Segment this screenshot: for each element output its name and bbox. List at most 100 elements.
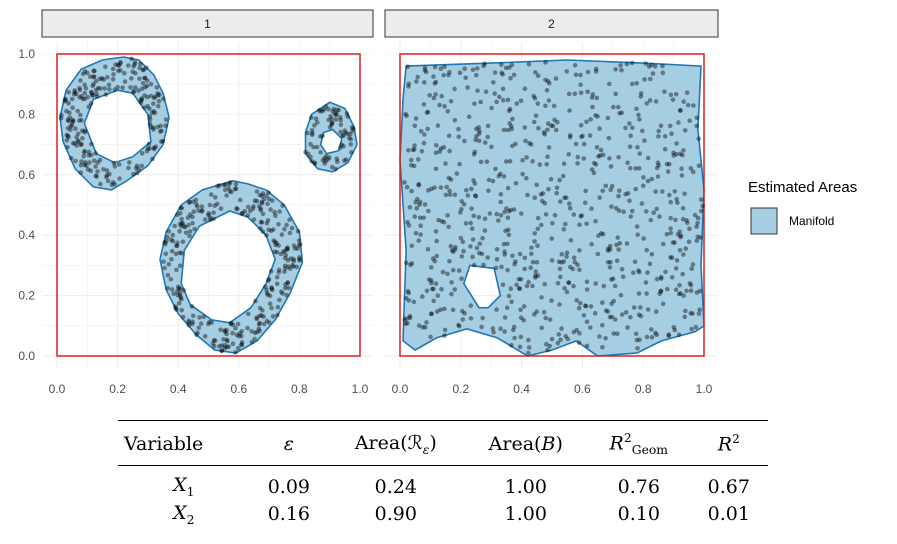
data-point bbox=[246, 311, 251, 317]
data-point bbox=[325, 157, 331, 162]
data-point bbox=[258, 226, 263, 231]
data-point bbox=[564, 195, 569, 200]
data-point bbox=[471, 152, 477, 157]
data-point bbox=[273, 242, 278, 248]
data-point bbox=[403, 321, 409, 327]
data-point bbox=[64, 138, 70, 143]
data-point bbox=[679, 173, 685, 178]
data-point bbox=[429, 278, 434, 283]
data-point bbox=[271, 227, 276, 232]
data-point bbox=[609, 183, 615, 189]
data-point bbox=[260, 191, 266, 196]
data-point bbox=[574, 327, 579, 333]
data-point bbox=[692, 212, 698, 218]
data-point bbox=[350, 128, 355, 134]
data-point bbox=[282, 255, 288, 261]
data-point bbox=[126, 165, 131, 171]
data-point bbox=[256, 326, 262, 332]
data-point bbox=[534, 260, 540, 265]
data-point bbox=[179, 205, 184, 211]
data-point bbox=[505, 127, 511, 133]
data-point bbox=[611, 104, 616, 110]
data-point bbox=[535, 273, 541, 279]
data-point bbox=[138, 61, 143, 67]
data-point bbox=[426, 208, 431, 214]
data-point bbox=[263, 284, 268, 290]
data-point bbox=[82, 129, 88, 135]
data-point bbox=[642, 138, 647, 143]
data-point bbox=[584, 287, 590, 292]
data-point bbox=[305, 130, 310, 136]
data-point bbox=[446, 175, 452, 181]
data-point bbox=[634, 106, 639, 112]
data-point bbox=[80, 71, 86, 77]
data-point bbox=[274, 274, 280, 280]
data-point bbox=[93, 173, 99, 178]
data-point bbox=[224, 344, 230, 350]
data-point bbox=[315, 120, 320, 125]
data-point bbox=[683, 308, 688, 314]
data-point bbox=[191, 209, 197, 214]
data-point bbox=[417, 202, 422, 207]
data-point bbox=[77, 95, 82, 100]
data-point bbox=[159, 139, 164, 144]
data-point bbox=[578, 90, 584, 96]
data-point bbox=[283, 253, 289, 258]
data-point bbox=[409, 162, 414, 168]
data-point bbox=[269, 285, 274, 291]
data-point bbox=[657, 214, 662, 219]
data-point bbox=[139, 97, 145, 102]
data-point bbox=[72, 141, 78, 146]
data-point bbox=[643, 209, 649, 214]
data-point bbox=[207, 319, 212, 325]
data-point bbox=[160, 96, 166, 102]
data-point bbox=[281, 249, 286, 254]
data-point bbox=[605, 248, 611, 253]
data-point bbox=[607, 314, 613, 320]
data-point bbox=[621, 209, 626, 214]
data-point bbox=[217, 183, 222, 188]
data-point bbox=[178, 295, 184, 301]
data-point bbox=[543, 77, 548, 83]
data-point bbox=[425, 126, 431, 132]
data-point bbox=[634, 81, 639, 86]
data-point bbox=[290, 263, 295, 268]
data-point bbox=[250, 206, 256, 212]
data-point bbox=[187, 233, 192, 239]
data-point bbox=[416, 238, 422, 243]
data-point bbox=[212, 203, 217, 208]
data-point bbox=[584, 221, 589, 227]
data-point bbox=[284, 246, 290, 251]
manifold-region-1 bbox=[59, 56, 170, 191]
data-point bbox=[246, 204, 251, 210]
data-point bbox=[277, 209, 282, 214]
data-point bbox=[551, 103, 557, 109]
data-point bbox=[151, 95, 157, 101]
x-tick-label: 1.0 bbox=[352, 382, 369, 396]
data-point bbox=[334, 107, 340, 113]
data-point bbox=[415, 196, 420, 202]
data-point bbox=[452, 192, 458, 198]
data-point bbox=[509, 299, 514, 305]
data-point bbox=[584, 279, 590, 285]
data-point bbox=[420, 294, 425, 299]
data-point bbox=[441, 72, 447, 78]
data-point bbox=[592, 310, 598, 316]
data-point bbox=[72, 92, 77, 97]
data-point bbox=[424, 320, 429, 325]
data-point bbox=[322, 155, 328, 161]
data-point bbox=[148, 124, 154, 130]
data-point bbox=[545, 79, 551, 84]
data-point bbox=[514, 101, 520, 106]
data-point bbox=[630, 81, 635, 87]
data-point bbox=[674, 152, 679, 157]
data-point bbox=[233, 350, 238, 355]
data-point bbox=[568, 264, 573, 270]
data-point bbox=[80, 96, 86, 102]
data-point bbox=[431, 74, 436, 79]
data-point bbox=[660, 63, 665, 69]
data-point bbox=[505, 97, 511, 103]
data-point bbox=[654, 165, 660, 171]
data-point bbox=[189, 304, 195, 309]
data-point bbox=[584, 319, 590, 325]
